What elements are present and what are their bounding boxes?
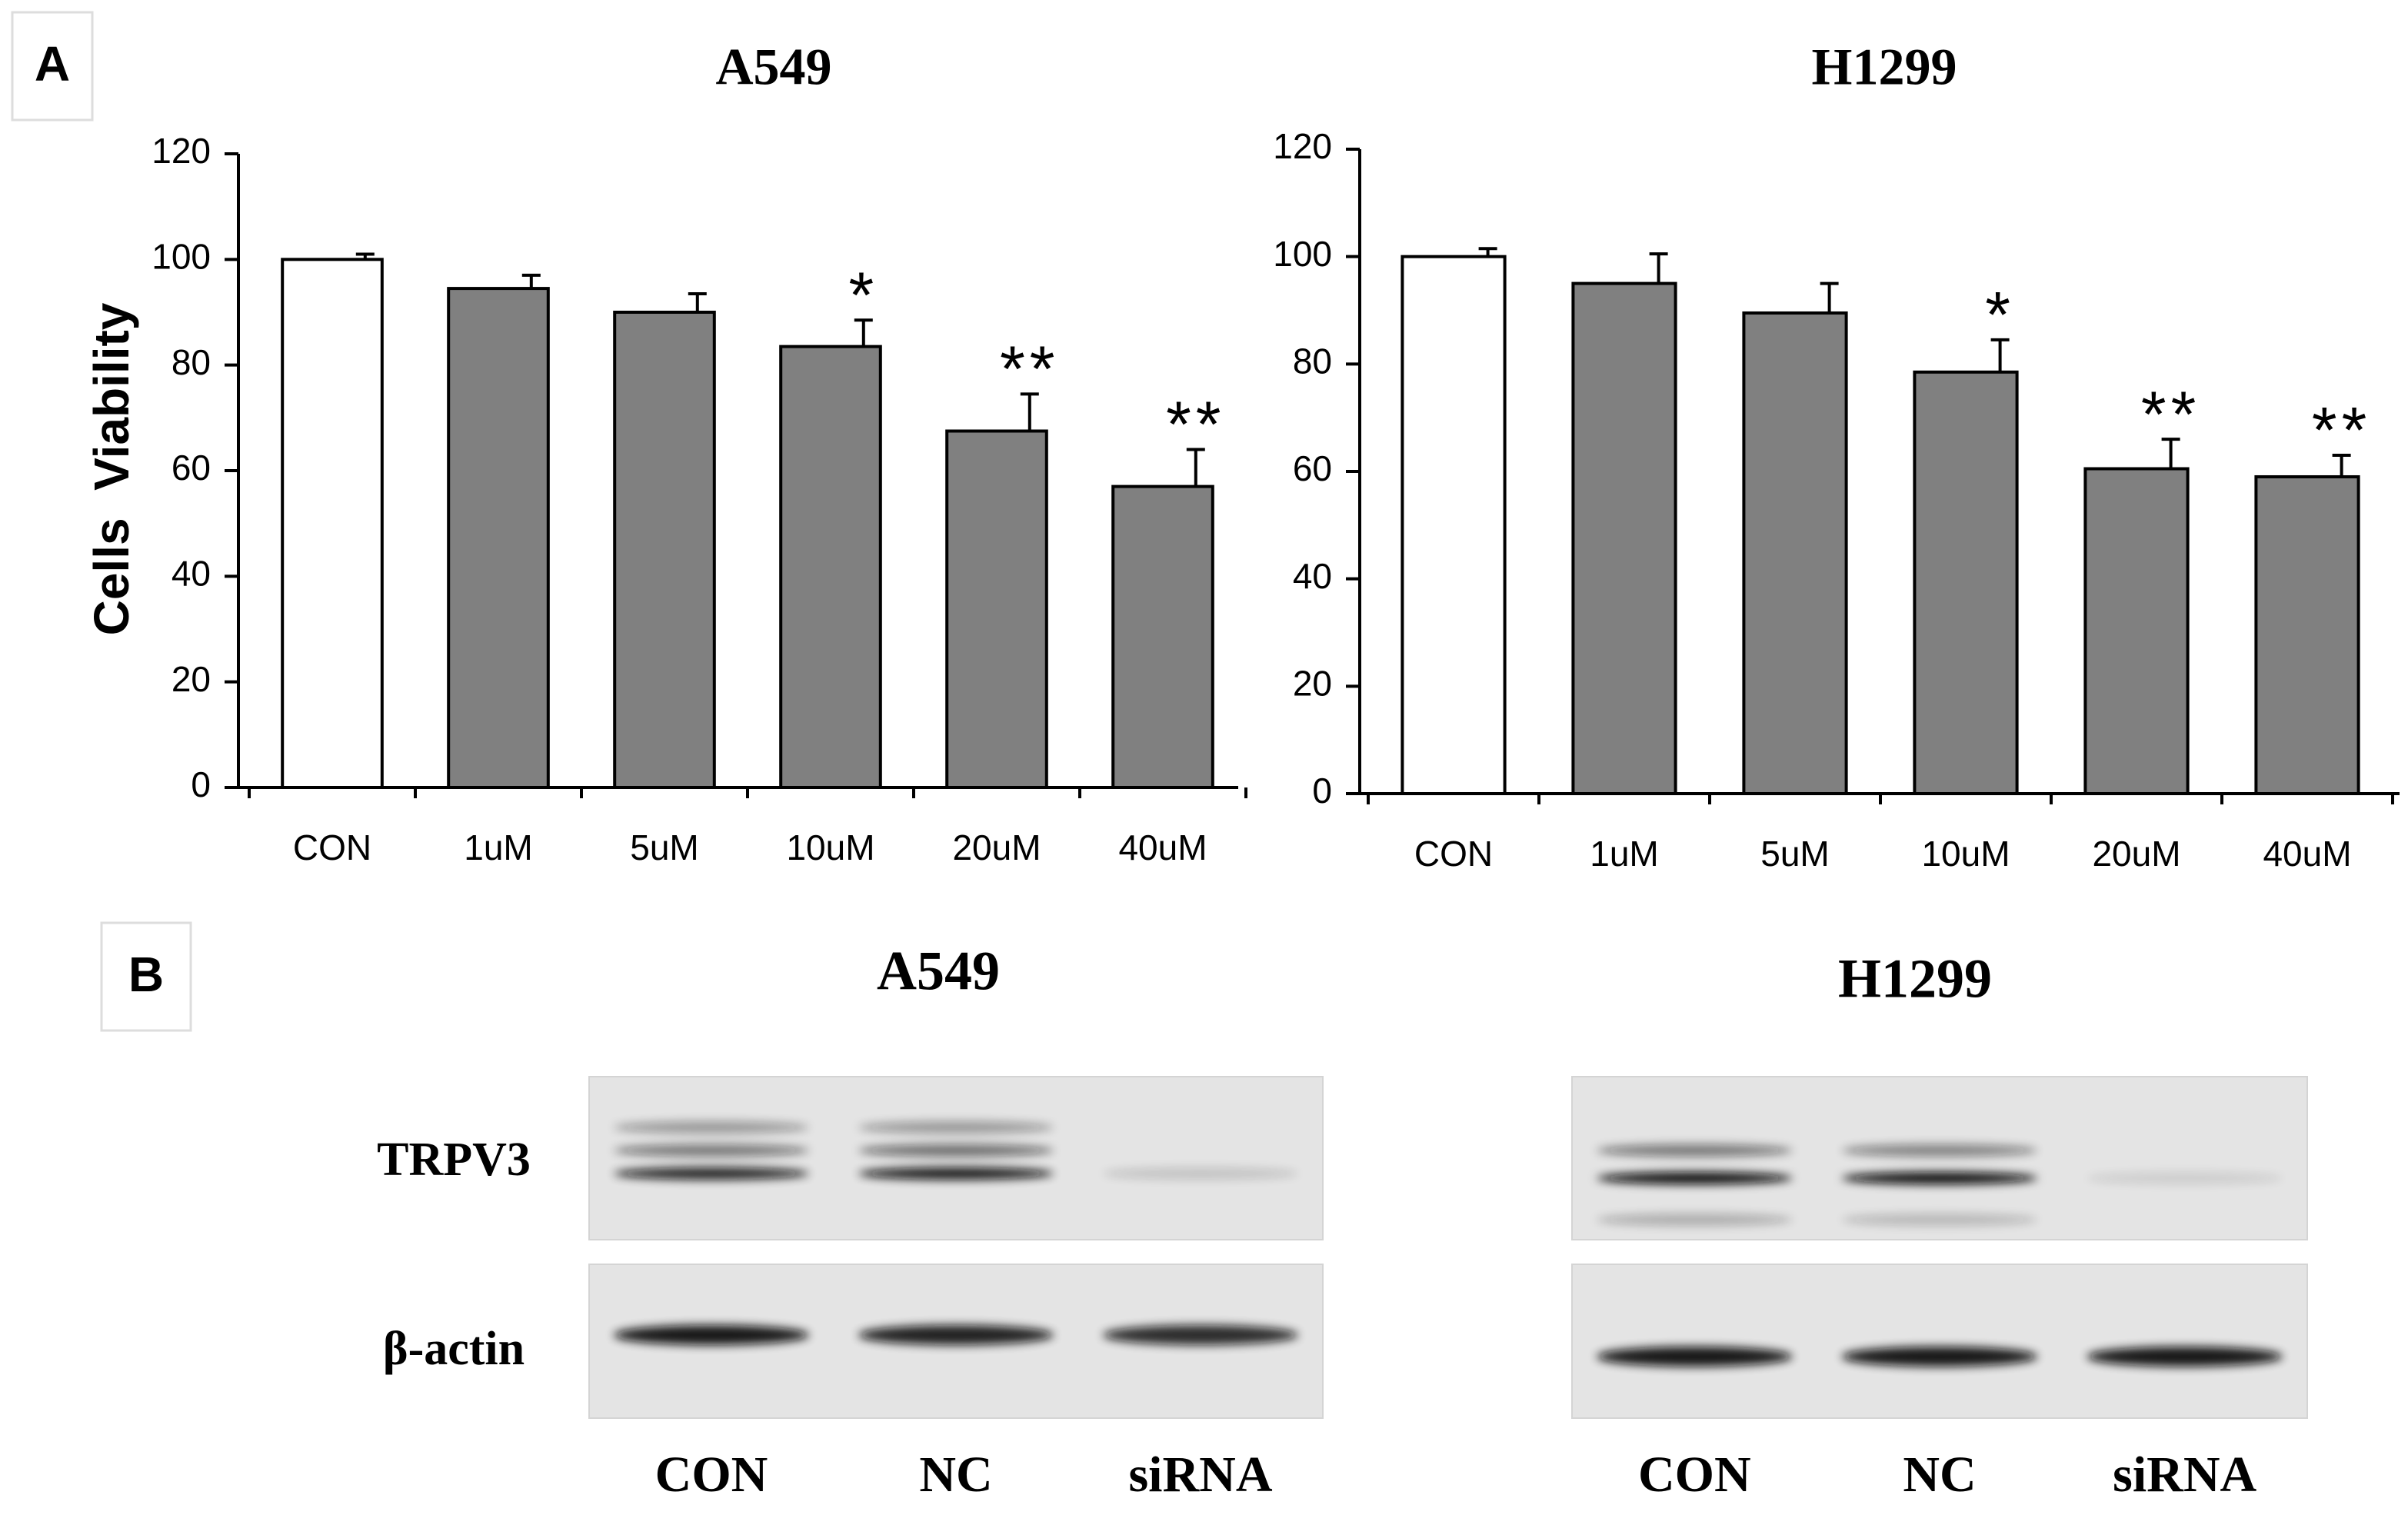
significance-mark: ** — [1166, 388, 1225, 461]
bar — [281, 258, 384, 790]
x-tick-label: 5uM — [1760, 834, 1829, 874]
significance-mark: ** — [1000, 333, 1059, 405]
x-tick-label: 20uM — [2092, 834, 2180, 874]
lane-label: NC — [1903, 1447, 1976, 1503]
blot-band — [1841, 1144, 2038, 1157]
bar — [779, 345, 882, 789]
significance-mark: * — [848, 258, 878, 331]
y-tick-label: 100 — [152, 236, 211, 276]
bar — [1913, 370, 2019, 795]
y-tick-label: 120 — [1273, 126, 1332, 166]
blot-band — [858, 1144, 1054, 1157]
y-tick-label: 80 — [172, 342, 211, 382]
bar — [1111, 484, 1214, 789]
blot-band — [1596, 1172, 1793, 1184]
blot-band — [1596, 1214, 1793, 1226]
lane-label: CON — [1638, 1447, 1751, 1503]
blot-band — [858, 1167, 1054, 1180]
bar — [945, 429, 1048, 789]
x-tick-label: CON — [293, 827, 371, 867]
x-tick-label: 5uM — [630, 827, 698, 867]
blot-band — [2087, 1172, 2283, 1184]
panel-label-box — [11, 11, 94, 122]
panel-label-box — [100, 921, 192, 1032]
blot-title: H1299 — [1838, 948, 1992, 1010]
lane-label: siRNA — [1128, 1447, 1272, 1503]
blot-band — [1596, 1347, 1793, 1367]
lane-label: siRNA — [2113, 1447, 2256, 1503]
blot-band — [1841, 1172, 2038, 1184]
y-tick-label: 60 — [172, 448, 211, 488]
blot-band — [2087, 1347, 2283, 1367]
bar — [613, 311, 716, 789]
bar — [2083, 467, 2190, 796]
x-tick-label: 10uM — [1921, 834, 2010, 874]
significance-mark: * — [1985, 278, 2015, 351]
y-tick-label: 100 — [1273, 234, 1332, 274]
blot-row-label: TRPV3 — [377, 1134, 531, 1186]
y-tick-label: 40 — [1293, 556, 1332, 596]
bar — [1571, 281, 1677, 796]
blot-membrane — [588, 1076, 1324, 1240]
blot-band — [613, 1167, 810, 1180]
chart-title: H1299 — [1812, 38, 1957, 96]
bar — [1742, 311, 1848, 796]
y-tick-label: 0 — [1312, 771, 1332, 811]
blot-band — [1102, 1167, 1299, 1180]
panel-label: A — [35, 36, 70, 92]
blot-band — [858, 1325, 1054, 1345]
x-tick-label: CON — [1414, 834, 1493, 874]
blot-band — [1841, 1214, 2038, 1226]
y-tick-label: 80 — [1293, 341, 1332, 381]
y-tick-label: 60 — [1293, 448, 1332, 488]
panel-label: B — [128, 947, 164, 1002]
x-tick-label: 1uM — [1590, 834, 1658, 874]
blot-band — [858, 1121, 1054, 1134]
x-tick-label: 20uM — [952, 827, 1041, 867]
x-tick-label: 40uM — [2263, 834, 2351, 874]
blot-band — [613, 1144, 810, 1157]
blot-band — [1102, 1325, 1299, 1345]
y-axis-label: Cells Viability — [84, 302, 139, 635]
lane-label: NC — [919, 1447, 992, 1503]
bar — [447, 287, 550, 790]
blot-membrane — [1571, 1076, 2308, 1240]
chart-title: A549 — [715, 38, 831, 96]
y-tick-label: 20 — [172, 659, 211, 699]
y-tick-label: 120 — [152, 131, 211, 171]
significance-mark: ** — [2141, 378, 2200, 450]
bar — [2254, 474, 2360, 795]
blot-band — [1596, 1144, 1793, 1157]
y-tick-label: 20 — [1293, 663, 1332, 703]
bar — [1401, 255, 1507, 795]
x-tick-label: 10uM — [786, 827, 874, 867]
lane-label: CON — [655, 1447, 768, 1503]
significance-mark: ** — [2312, 394, 2371, 466]
blot-band — [1841, 1347, 2038, 1367]
blot-row-label: β-actin — [383, 1323, 525, 1375]
blot-membrane — [1571, 1264, 2308, 1419]
blot-band — [613, 1121, 810, 1134]
y-tick-label: 0 — [191, 764, 211, 804]
blot-band — [613, 1325, 810, 1345]
x-tick-label: 40uM — [1118, 827, 1207, 867]
x-tick-label: 1uM — [464, 827, 532, 867]
blot-title: A549 — [877, 941, 1000, 1002]
y-tick-label: 40 — [172, 553, 211, 593]
